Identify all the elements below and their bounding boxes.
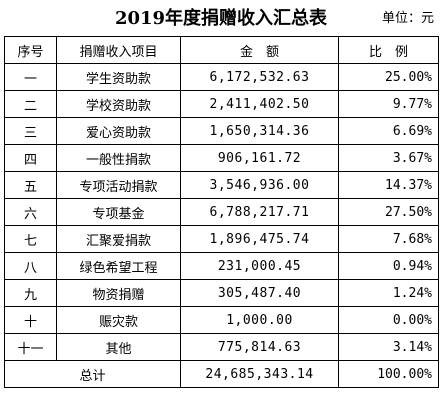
total-amount: 24,685,343.14	[180, 360, 339, 388]
table-header-row: 序号 捐赠收入项目 金 额 比 例	[4, 36, 439, 64]
row-amount: 3,546,936.00	[180, 171, 339, 199]
table-row: 十一 其他 775,814.63 3.14%	[4, 333, 439, 361]
row-amount: 1,896,475.74	[180, 225, 339, 253]
page-title: 2019年度捐赠收入汇总表	[114, 8, 328, 29]
row-amount: 775,814.63	[180, 333, 339, 361]
row-ratio: 25.00%	[338, 63, 439, 91]
total-label: 总计	[4, 360, 181, 388]
row-ratio: 0.00%	[338, 306, 439, 334]
row-item: 一般性捐款	[56, 144, 181, 172]
row-item: 专项基金	[56, 198, 181, 226]
row-item: 学校资助款	[56, 90, 181, 118]
donation-table: 序号 捐赠收入项目 金 额 比 例 一 学生资助款 6,172,532.63 2…	[4, 36, 439, 388]
row-item: 赈灾款	[56, 306, 181, 334]
row-item: 物资捐赠	[56, 279, 181, 307]
row-item: 绿色希望工程	[56, 252, 181, 280]
unit-label: 单位：元	[381, 11, 434, 26]
row-no: 五	[4, 171, 57, 199]
table-row: 八 绿色希望工程 231,000.45 0.94%	[4, 252, 439, 280]
table-row: 七 汇聚爱捐款 1,896,475.74 7.68%	[4, 225, 439, 253]
table-row: 三 爱心资助款 1,650,314.36 6.69%	[4, 117, 439, 145]
total-ratio: 100.00%	[338, 360, 439, 388]
header-item: 捐赠收入项目	[56, 36, 181, 64]
row-ratio: 14.37%	[338, 171, 439, 199]
row-ratio: 1.24%	[338, 279, 439, 307]
table-row: 六 专项基金 6,788,217.71 27.50%	[4, 198, 439, 226]
row-no: 十一	[4, 333, 57, 361]
row-amount: 6,172,532.63	[180, 63, 339, 91]
row-item: 其他	[56, 333, 181, 361]
row-item: 汇聚爱捐款	[56, 225, 181, 253]
row-no: 七	[4, 225, 57, 253]
row-ratio: 7.68%	[338, 225, 439, 253]
row-ratio: 27.50%	[338, 198, 439, 226]
row-no: 八	[4, 252, 57, 280]
row-amount: 231,000.45	[180, 252, 339, 280]
row-no: 一	[4, 63, 57, 91]
row-amount: 6,788,217.71	[180, 198, 339, 226]
header-no: 序号	[4, 36, 57, 64]
table-row: 九 物资捐赠 305,487.40 1.24%	[4, 279, 439, 307]
row-item: 学生资助款	[56, 63, 181, 91]
row-no: 二	[4, 90, 57, 118]
row-no: 六	[4, 198, 57, 226]
row-no: 四	[4, 144, 57, 172]
table-row: 一 学生资助款 6,172,532.63 25.00%	[4, 63, 439, 91]
row-amount: 1,650,314.36	[180, 117, 339, 145]
table-row: 十 赈灾款 1,000.00 0.00%	[4, 306, 439, 334]
row-no: 九	[4, 279, 57, 307]
table-row: 五 专项活动捐款 3,546,936.00 14.37%	[4, 171, 439, 199]
row-item: 专项活动捐款	[56, 171, 181, 199]
row-ratio: 9.77%	[338, 90, 439, 118]
row-amount: 2,411,402.50	[180, 90, 339, 118]
header-amount: 金 额	[180, 36, 339, 64]
row-ratio: 3.14%	[338, 333, 439, 361]
row-ratio: 6.69%	[338, 117, 439, 145]
row-amount: 305,487.40	[180, 279, 339, 307]
row-no: 三	[4, 117, 57, 145]
row-ratio: 3.67%	[338, 144, 439, 172]
row-item: 爱心资助款	[56, 117, 181, 145]
row-no: 十	[4, 306, 57, 334]
table-row: 二 学校资助款 2,411,402.50 9.77%	[4, 90, 439, 118]
row-amount: 1,000.00	[180, 306, 339, 334]
row-amount: 906,161.72	[180, 144, 339, 172]
total-row: 总计 24,685,343.14 100.00%	[4, 360, 439, 388]
table-row: 四 一般性捐款 906,161.72 3.67%	[4, 144, 439, 172]
row-ratio: 0.94%	[338, 252, 439, 280]
header-ratio: 比 例	[338, 36, 439, 64]
